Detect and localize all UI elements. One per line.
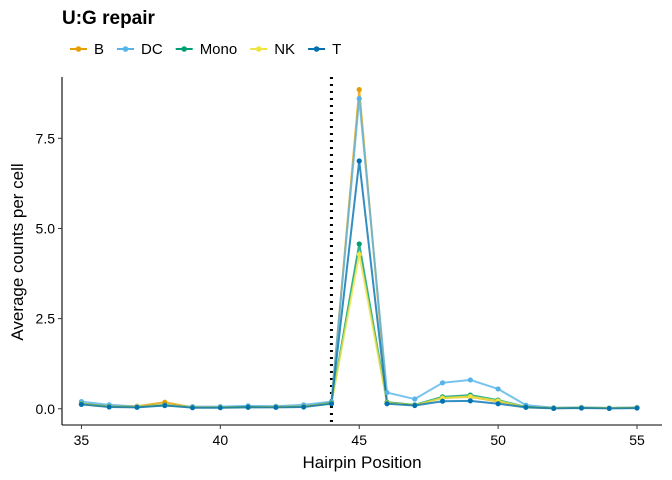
data-point-t bbox=[78, 401, 85, 408]
legend-item-nk: NK bbox=[250, 41, 295, 58]
data-point-b bbox=[356, 87, 362, 93]
x-tick-label: 45 bbox=[351, 432, 367, 448]
axes: 35 40 45 50 55 0.0 2.5 5.0 7.5 bbox=[36, 77, 662, 448]
plot-area bbox=[78, 77, 640, 425]
x-tick-label: 55 bbox=[629, 432, 645, 448]
series-points bbox=[78, 87, 640, 412]
legend-label: DC bbox=[141, 41, 163, 58]
data-point-t bbox=[217, 405, 223, 411]
legend-key-point bbox=[122, 46, 129, 52]
data-point-t bbox=[189, 405, 196, 411]
x-axis-title: Hairpin Position bbox=[302, 453, 421, 472]
data-point-t bbox=[634, 405, 640, 411]
data-point-nk bbox=[356, 251, 362, 258]
chart-title: U:G repair bbox=[62, 8, 156, 29]
data-point-t bbox=[551, 405, 557, 412]
data-point-t bbox=[578, 405, 585, 411]
data-point-nk bbox=[467, 393, 473, 400]
data-point-t bbox=[495, 401, 501, 407]
series-lines bbox=[81, 88, 638, 410]
legend-label: B bbox=[94, 41, 104, 58]
legend-key-point bbox=[75, 46, 82, 52]
data-point-dc bbox=[495, 386, 501, 392]
legend-item-t: T bbox=[308, 41, 341, 58]
data-point-t bbox=[356, 158, 362, 164]
data-point-t bbox=[412, 402, 418, 409]
legend-item-dc: DC bbox=[117, 41, 163, 58]
legend-key-point bbox=[313, 46, 320, 52]
data-point-t bbox=[301, 404, 307, 410]
data-point-dc bbox=[467, 377, 473, 383]
data-point-t bbox=[134, 404, 140, 410]
data-point-t bbox=[384, 401, 390, 407]
data-point-t bbox=[439, 398, 446, 404]
data-point-t bbox=[523, 404, 529, 410]
y-axis-title: Average counts per cell bbox=[8, 163, 27, 340]
data-point-dc bbox=[439, 380, 446, 386]
y-tick-label: 0.0 bbox=[36, 401, 56, 417]
legend-key-point bbox=[255, 46, 262, 52]
legend-label: NK bbox=[274, 41, 295, 58]
data-point-dc bbox=[384, 389, 390, 396]
data-point-mono bbox=[356, 241, 362, 247]
x-tick-label: 40 bbox=[213, 432, 229, 448]
data-point-t bbox=[328, 401, 335, 407]
data-point-t bbox=[162, 402, 168, 409]
data-point-t bbox=[106, 404, 112, 410]
y-tick-label: 5.0 bbox=[36, 220, 56, 236]
legend-label: Mono bbox=[200, 41, 238, 58]
data-point-dc bbox=[412, 396, 418, 402]
x-tick-label: 35 bbox=[74, 432, 90, 448]
series-line-t bbox=[81, 160, 638, 410]
data-point-t bbox=[245, 404, 251, 410]
data-point-t bbox=[273, 404, 279, 410]
legend-item-b: B bbox=[70, 41, 104, 58]
data-point-t bbox=[606, 405, 612, 412]
x-tick-label: 50 bbox=[490, 432, 506, 448]
legend-label: T bbox=[332, 41, 341, 58]
series-line-nk bbox=[81, 253, 638, 410]
legend-key-point bbox=[181, 46, 187, 52]
y-tick-label: 2.5 bbox=[36, 311, 56, 327]
legend-item-mono: Mono bbox=[175, 41, 238, 58]
y-tick-label: 7.5 bbox=[36, 130, 56, 146]
data-point-t bbox=[467, 398, 473, 404]
data-point-dc bbox=[356, 96, 362, 102]
legend: B DC Mono NK T bbox=[70, 41, 341, 58]
series-line-mono bbox=[81, 242, 638, 410]
